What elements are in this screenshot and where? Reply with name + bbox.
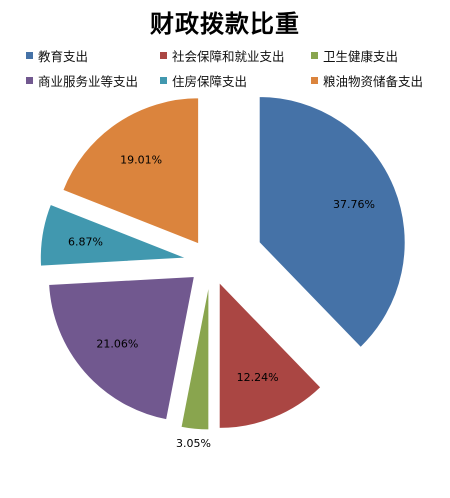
legend-swatch-3 bbox=[26, 77, 33, 84]
legend-item-4: 住房保障支出 bbox=[160, 71, 247, 90]
legend-swatch-2 bbox=[311, 52, 318, 59]
data-label-4: 6.87% bbox=[68, 236, 103, 249]
pie-slice-1 bbox=[218, 281, 322, 429]
legend-label-2: 卫生健康支出 bbox=[323, 49, 399, 64]
legend-item-2: 卫生健康支出 bbox=[311, 46, 398, 65]
data-label-3: 21.06% bbox=[96, 338, 138, 351]
legend-swatch-5 bbox=[311, 77, 318, 84]
legend-label-1: 社会保障和就业支出 bbox=[172, 49, 285, 64]
legend-label-4: 住房保障支出 bbox=[172, 74, 248, 89]
legend-item-1: 社会保障和就业支出 bbox=[160, 46, 285, 65]
data-label-1: 12.24% bbox=[237, 371, 279, 384]
data-label-0: 37.76% bbox=[333, 198, 375, 211]
pie-slice-0 bbox=[258, 95, 406, 349]
pie-slice-2 bbox=[180, 283, 210, 431]
data-label-5: 19.01% bbox=[120, 153, 162, 166]
legend-item-0: 教育支出 bbox=[26, 46, 88, 65]
pie-slice-3 bbox=[48, 275, 196, 421]
legend-swatch-4 bbox=[160, 77, 167, 84]
pie-slice-5 bbox=[62, 97, 200, 245]
legend-label-0: 教育支出 bbox=[38, 49, 89, 64]
legend-item-5: 粮油物资储备支出 bbox=[311, 71, 423, 90]
data-label-2: 3.05% bbox=[176, 437, 211, 450]
chart-title: 财政拨款比重 bbox=[150, 10, 300, 38]
legend-swatch-0 bbox=[26, 52, 33, 59]
legend-label-5: 粮油物资储备支出 bbox=[323, 74, 424, 89]
legend-swatch-1 bbox=[160, 52, 167, 59]
legend-item-3: 商业服务业等支出 bbox=[26, 71, 138, 90]
pie-slice-4 bbox=[39, 203, 187, 267]
legend-label-3: 商业服务业等支出 bbox=[38, 74, 139, 89]
